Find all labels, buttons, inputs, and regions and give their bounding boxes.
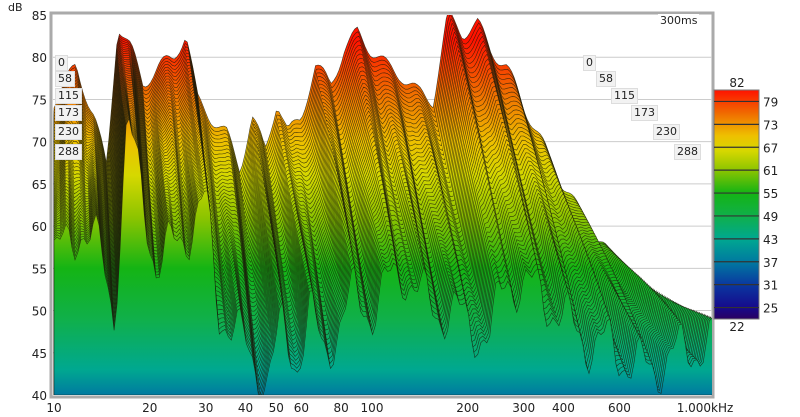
y-tick-label: 80 — [32, 51, 47, 65]
y-tick-label: 85 — [32, 9, 47, 23]
time-slice-label-left: 288 — [55, 144, 82, 160]
y-tick-label: 40 — [32, 389, 47, 403]
colorbar-tick-label: 55 — [763, 187, 778, 201]
colorbar-min-label: 22 — [729, 320, 744, 334]
time-span-label: 300ms — [658, 14, 700, 28]
colorbar: 82 22 79 73 67 61 55 49 43 37 31 25 — [713, 76, 778, 334]
colorbar-tick-label: 67 — [763, 141, 778, 155]
time-slice-label-left: 173 — [55, 105, 82, 121]
y-tick-label: 50 — [32, 305, 47, 319]
x-tick-label: 300 — [512, 401, 535, 415]
x-tick-label: 1.000kHz — [677, 401, 734, 415]
colorbar-max-label: 82 — [729, 76, 744, 90]
colorbar-tick-label: 37 — [763, 256, 778, 270]
colorbar-tick-label: 79 — [763, 95, 778, 109]
x-tick-label: 40 — [238, 401, 253, 415]
x-tick-label: 50 — [269, 401, 284, 415]
colorbar-tick-label: 73 — [763, 118, 778, 132]
time-slice-label-right: 288 — [674, 144, 701, 160]
y-tick-label: 45 — [32, 347, 47, 361]
time-slice-label-right: 173 — [631, 105, 658, 121]
time-slice-label-left: 0 — [55, 55, 68, 71]
x-tick-label: 20 — [142, 401, 157, 415]
time-slice-label-left: 230 — [55, 124, 82, 140]
colorbar-tick-label: 49 — [763, 210, 778, 224]
y-tick-label: 55 — [32, 262, 47, 276]
y-unit-label: dB — [8, 1, 23, 14]
time-slice-label-left: 58 — [55, 71, 75, 87]
colorbar-tick-label: 25 — [763, 302, 778, 316]
time-slice-label-right: 0 — [583, 55, 596, 71]
colorbar-tick-label: 61 — [763, 164, 778, 178]
x-tick-label: 60 — [294, 401, 309, 415]
y-tick-label: 60 — [32, 220, 47, 234]
time-slice-label-right: 58 — [596, 71, 616, 87]
slices — [53, 15, 712, 395]
x-tick-label: 200 — [456, 401, 479, 415]
x-tick-label: 10 — [46, 401, 61, 415]
x-tick-label: 100 — [361, 401, 384, 415]
colorbar-tick-label: 31 — [763, 279, 778, 293]
y-tick-label: 70 — [32, 136, 47, 150]
colorbar-gradient — [713, 89, 760, 320]
y-tick-label: 65 — [32, 178, 47, 192]
waterfall-slice — [53, 117, 712, 395]
time-slice-label-left: 115 — [55, 88, 82, 104]
x-tick-label: 30 — [198, 401, 213, 415]
y-tick-label: 75 — [32, 93, 47, 107]
x-tick-label: 80 — [334, 401, 349, 415]
x-tick-label: 600 — [608, 401, 631, 415]
time-slice-label-right: 230 — [653, 124, 680, 140]
time-slice-label-right: 115 — [611, 88, 638, 104]
x-tick-label: 400 — [552, 401, 575, 415]
colorbar-tick-label: 43 — [763, 233, 778, 247]
